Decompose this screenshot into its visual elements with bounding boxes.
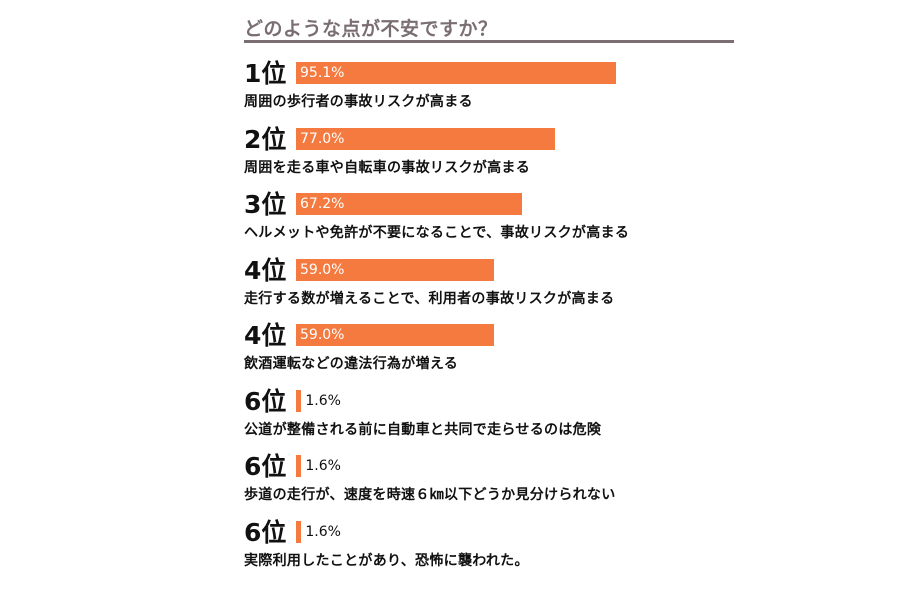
rank-label: 6位 [244,517,287,547]
data-label: 1.6% [305,458,341,474]
bar [296,455,302,477]
data-label: 1.6% [305,523,341,540]
bar [296,62,616,84]
rank-label: 1位 [244,59,287,88]
data-label: 1.6% [305,392,341,409]
rank-label: 6位 [244,452,287,481]
data-label: 59.0% [300,261,345,278]
data-label: 67.2% [300,196,345,212]
data-label: 77.0% [300,130,345,147]
category-label: 実際利用したことがあり、恐怖に襲われた。 [244,552,529,569]
category-label: 歩道の走行が、速度を時速６㎞以下どうか見分けられない [244,487,616,503]
bar [296,324,495,346]
rank-label: 4位 [244,255,287,285]
data-label: 95.1% [300,65,345,81]
category-label: 走行する数が増えることで、利用者の事故リスクが高まる [244,290,615,307]
bar [296,127,555,150]
rank-label: 3位 [244,190,287,219]
bar [296,258,495,281]
data-label: 59.0% [300,327,345,343]
rank-label: 2位 [244,124,287,154]
category-label: 周囲の歩行者の事故リスクが高まる [244,94,473,110]
category-label: 公道が整備される前に自動車と共同で走らせるのは危険 [244,421,602,438]
rank-label: 4位 [244,321,287,350]
bar [296,193,522,215]
category-label: 飲酒運転などの違法行為が増える [244,356,459,372]
bar [296,389,302,412]
bar [296,520,302,543]
category-label: 周囲を走る車や自転車の事故リスクが高まる [244,159,530,176]
rank-label: 6位 [244,386,287,416]
title-underline [244,40,734,43]
category-label: ヘルメットや免許が不要になることで、事故リスクが高まる [244,225,630,241]
chart-title: どのような点が不安ですか？ [244,18,498,40]
